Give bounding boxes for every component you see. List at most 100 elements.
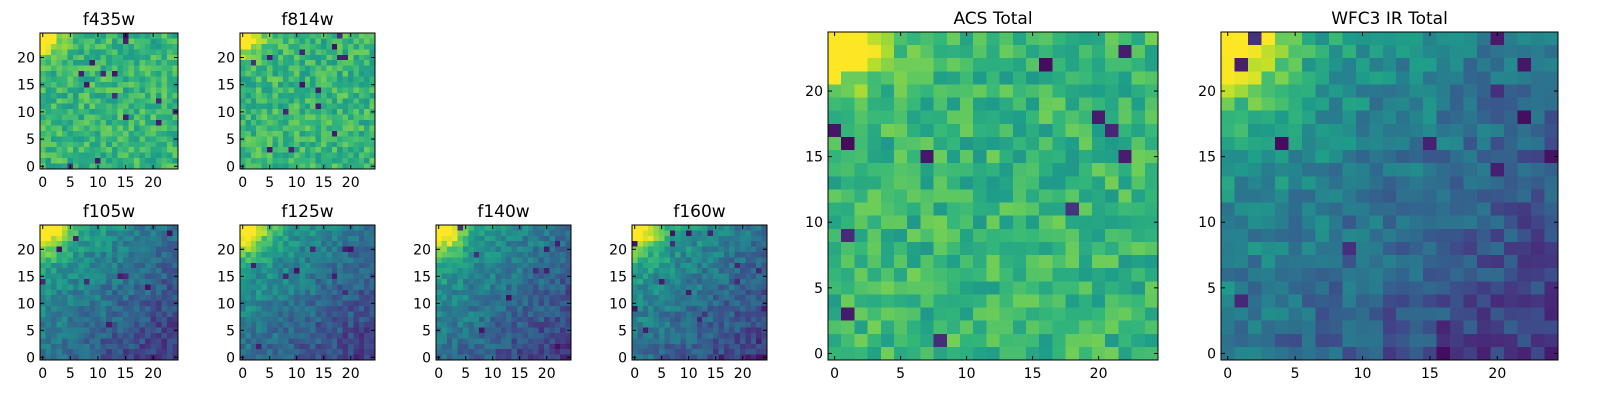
heatmap-cell: [642, 300, 649, 307]
heatmap-cell: [299, 279, 306, 285]
heatmap-cell: [331, 279, 338, 285]
heatmap-cell: [315, 158, 322, 165]
heatmap-cell: [511, 289, 518, 296]
heatmap-cell: [117, 92, 124, 99]
heatmap-cell: [1274, 110, 1289, 125]
heatmap-cell: [84, 311, 91, 318]
heatmap-cell: [750, 268, 757, 275]
heatmap-cell: [326, 343, 333, 350]
heatmap-cell: [527, 241, 534, 248]
heatmap-cell: [139, 354, 146, 361]
heatmap-cell: [62, 54, 69, 61]
heatmap-cell: [166, 136, 174, 143]
heatmap-cell: [933, 346, 948, 361]
heatmap-cell: [304, 333, 311, 339]
heatmap-cell: [479, 322, 486, 329]
heatmap-cell: [315, 87, 322, 94]
x-tick-label: 20: [1090, 366, 1108, 382]
heatmap-cell: [1144, 58, 1159, 72]
heatmap-cell: [436, 322, 442, 329]
heatmap-cell: [283, 273, 290, 280]
heatmap-cell: [326, 338, 333, 345]
heatmap-cell: [304, 322, 311, 329]
heatmap-cell: [56, 311, 63, 318]
heatmap-cell: [718, 322, 725, 329]
heatmap-cell: [40, 241, 47, 248]
heatmap-cell: [267, 273, 273, 280]
heatmap-cell: [353, 54, 360, 61]
heatmap-cell: [723, 311, 730, 318]
x-tick-label: 15: [315, 175, 333, 191]
heatmap-cell: [315, 65, 322, 72]
heatmap-cell: [560, 322, 567, 329]
heatmap-cell: [468, 241, 475, 248]
heatmap-cell: [680, 295, 687, 302]
heatmap-cell: [67, 257, 74, 264]
heatmap-cell: [468, 322, 475, 329]
heatmap-cell: [294, 343, 300, 350]
heatmap-cell: [369, 235, 376, 242]
heatmap-cell: [756, 262, 763, 269]
heatmap-cell: [45, 43, 52, 50]
heatmap-cell: [353, 87, 360, 94]
heatmap-cell: [73, 354, 80, 361]
heatmap-cell: [288, 109, 295, 116]
heatmap-cell: [1274, 136, 1289, 151]
heatmap-cell: [1078, 32, 1093, 46]
heatmap-cell: [1012, 163, 1027, 177]
heatmap-cell: [707, 300, 714, 307]
heatmap-cell: [1477, 84, 1492, 99]
heatmap-cell: [669, 235, 676, 242]
heatmap-cell: [1342, 202, 1357, 217]
heatmap-cell: [166, 114, 174, 121]
y-tick-label: 15: [413, 269, 431, 285]
y-tick-label: 10: [17, 105, 35, 121]
heatmap-cell: [358, 87, 365, 94]
heatmap-cell: [946, 255, 961, 269]
heatmap-cell: [1544, 32, 1559, 46]
heatmap-cell: [272, 246, 279, 253]
heatmap-cell: [696, 354, 703, 361]
heatmap-cell: [277, 87, 284, 94]
heatmap-cell: [321, 109, 327, 116]
heatmap-cell: [1477, 32, 1492, 46]
heatmap-cell: [283, 125, 290, 132]
y-tick-label: 15: [217, 269, 235, 285]
heatmap-cell: [522, 268, 529, 275]
heatmap-cell: [718, 246, 725, 253]
heatmap-cell: [155, 225, 163, 231]
heatmap-cell: [729, 279, 736, 285]
heatmap-cell: [500, 257, 507, 264]
heatmap-cell: [358, 158, 365, 165]
heatmap-cell: [294, 87, 300, 94]
heatmap-cell: [111, 33, 118, 40]
heatmap-cell: [111, 246, 118, 253]
heatmap-cell: [1423, 176, 1438, 191]
heatmap-cell: [122, 327, 129, 334]
heatmap-cell: [100, 279, 107, 285]
heatmap-cell: [484, 257, 491, 264]
heatmap-cell: [702, 316, 709, 323]
heatmap-cell: [315, 235, 322, 242]
heatmap-cell: [62, 327, 69, 334]
heatmap-cell: [315, 349, 322, 356]
heatmap-cell: [867, 215, 882, 230]
heatmap-cell: [495, 230, 502, 237]
heatmap-cell: [172, 295, 179, 302]
heatmap-cell: [828, 45, 842, 59]
heatmap-cell: [45, 71, 52, 78]
heatmap-cell: [473, 322, 480, 329]
heatmap-cell: [331, 235, 338, 242]
heatmap-cell: [256, 163, 263, 170]
heatmap-cell: [272, 252, 279, 258]
heatmap-cell: [358, 295, 365, 302]
heatmap-cell: [315, 103, 322, 110]
y-tick-label: 0: [26, 350, 35, 366]
heatmap-cell: [946, 307, 961, 322]
heatmap-cell: [653, 300, 660, 307]
heatmap-cells-acs-total: [828, 32, 1159, 361]
heatmap-cell: [161, 114, 168, 121]
heatmap-cell: [128, 109, 135, 116]
heatmap-cell: [56, 33, 63, 40]
